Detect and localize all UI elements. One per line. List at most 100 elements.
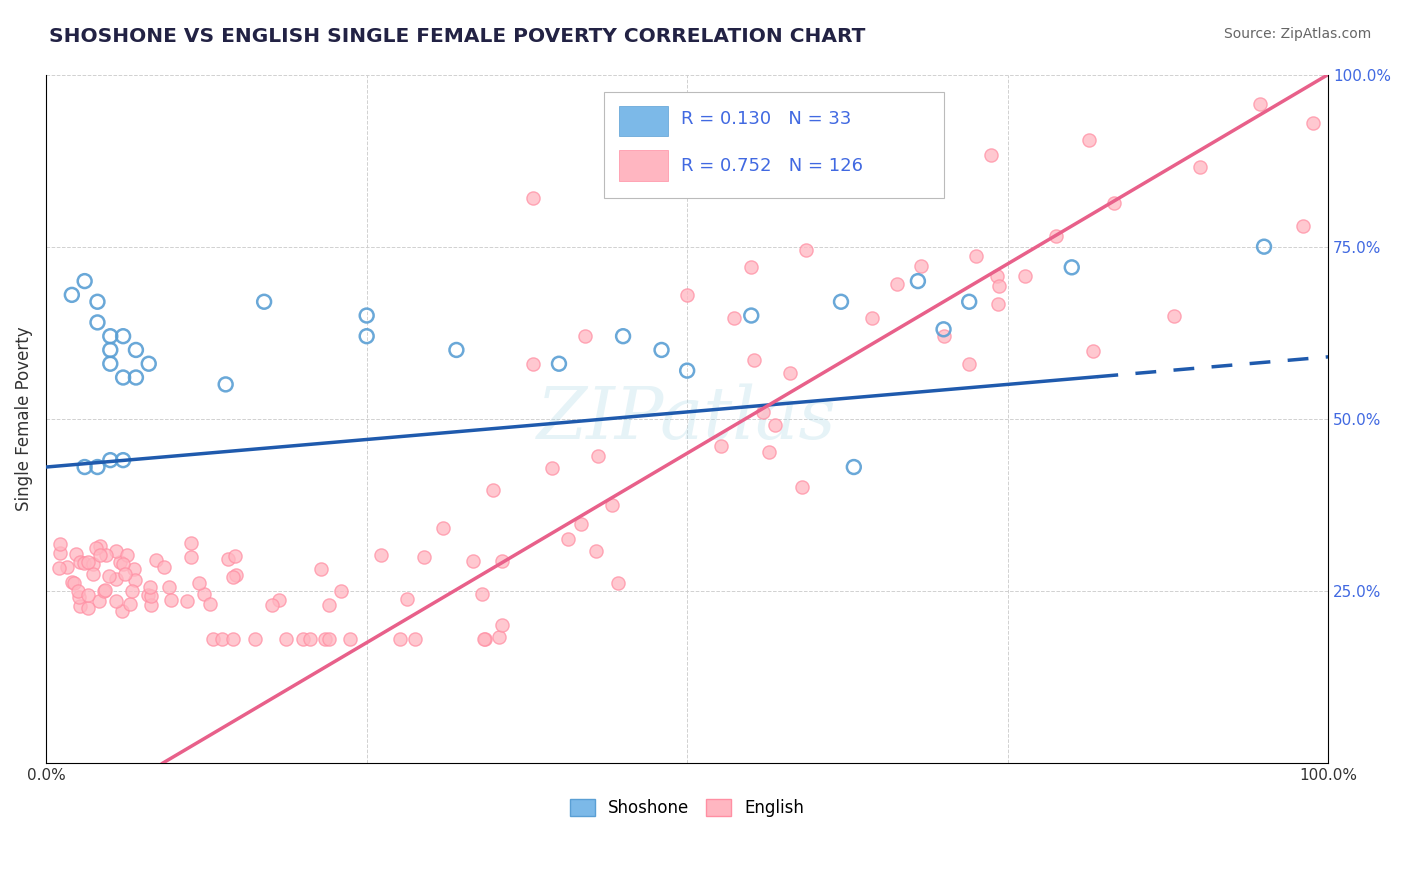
Point — [612, 136, 634, 151]
Point — [588, 449, 610, 463]
Point — [389, 632, 412, 647]
Point — [145, 553, 167, 567]
Point — [112, 557, 135, 571]
Point — [77, 555, 100, 569]
Point — [1249, 97, 1271, 112]
Point — [124, 573, 146, 587]
Point — [957, 294, 980, 309]
Point — [522, 357, 544, 371]
Point — [136, 588, 159, 602]
Point — [1045, 229, 1067, 244]
Point — [740, 260, 762, 275]
Point — [314, 632, 336, 647]
Point — [82, 567, 104, 582]
Point — [548, 357, 571, 371]
Point — [222, 570, 245, 584]
Point — [262, 598, 284, 612]
Text: ZIPatlas: ZIPatlas — [537, 384, 837, 454]
Point — [98, 343, 121, 357]
Point — [585, 544, 607, 558]
Point — [474, 632, 496, 647]
Point — [245, 632, 267, 647]
Point — [794, 243, 817, 257]
Point — [758, 445, 780, 459]
Point — [779, 367, 801, 381]
Point — [89, 548, 111, 562]
Point — [600, 498, 623, 512]
Point — [224, 549, 246, 563]
Point — [125, 370, 148, 384]
Text: Source: ZipAtlas.com: Source: ZipAtlas.com — [1223, 27, 1371, 41]
Point — [48, 561, 70, 575]
Point — [339, 632, 361, 647]
Point — [463, 554, 485, 568]
Point — [98, 569, 121, 583]
Point — [472, 632, 495, 647]
Point — [740, 309, 762, 323]
Point — [607, 576, 630, 591]
Point — [187, 576, 209, 591]
Point — [73, 274, 96, 288]
Point — [742, 352, 765, 367]
Point — [86, 315, 108, 329]
Point — [157, 580, 180, 594]
Point — [676, 363, 699, 377]
Point — [112, 370, 135, 384]
Point — [330, 583, 353, 598]
Point — [222, 632, 245, 647]
Point — [612, 329, 634, 343]
Point — [77, 589, 100, 603]
Point — [987, 297, 1010, 311]
Text: R = 0.130   N = 33: R = 0.130 N = 33 — [681, 111, 851, 128]
Point — [180, 536, 202, 550]
Point — [356, 329, 378, 343]
Point — [49, 537, 72, 551]
Point — [1014, 268, 1036, 283]
Point — [432, 521, 454, 535]
Point — [299, 632, 322, 647]
Text: SHOSHONE VS ENGLISH SINGLE FEMALE POVERTY CORRELATION CHART: SHOSHONE VS ENGLISH SINGLE FEMALE POVERT… — [49, 27, 866, 45]
Point — [105, 594, 128, 608]
Point — [830, 294, 852, 309]
Point — [569, 517, 592, 532]
Text: R = 0.752   N = 126: R = 0.752 N = 126 — [681, 157, 863, 175]
Point — [491, 618, 513, 632]
Point — [752, 405, 775, 419]
Point — [413, 549, 436, 564]
Point — [110, 555, 132, 569]
Point — [1253, 240, 1275, 254]
Point — [67, 584, 90, 599]
Point — [115, 548, 138, 562]
Point — [98, 329, 121, 343]
Point — [112, 453, 135, 467]
Point — [217, 551, 239, 566]
Point — [574, 329, 596, 343]
Point — [274, 632, 297, 647]
Point — [471, 586, 494, 600]
Point — [82, 557, 104, 571]
Point — [139, 580, 162, 594]
Point — [176, 594, 198, 608]
Point — [89, 593, 111, 607]
Point — [446, 343, 468, 357]
Point — [541, 461, 564, 475]
Point — [710, 439, 733, 453]
Point — [77, 601, 100, 615]
Point — [790, 480, 813, 494]
Point — [965, 249, 987, 263]
Point — [60, 574, 83, 589]
Point — [193, 587, 215, 601]
Point — [125, 343, 148, 357]
Point — [309, 562, 332, 576]
Point — [1081, 344, 1104, 359]
Point — [957, 357, 980, 371]
Point — [94, 548, 117, 562]
Point — [987, 279, 1010, 293]
Legend: Shoshone, English: Shoshone, English — [564, 792, 811, 823]
Point — [396, 592, 419, 607]
Point — [141, 598, 163, 612]
Point — [491, 554, 513, 568]
Point — [1077, 133, 1099, 147]
Point — [986, 268, 1008, 283]
Point — [215, 377, 238, 392]
